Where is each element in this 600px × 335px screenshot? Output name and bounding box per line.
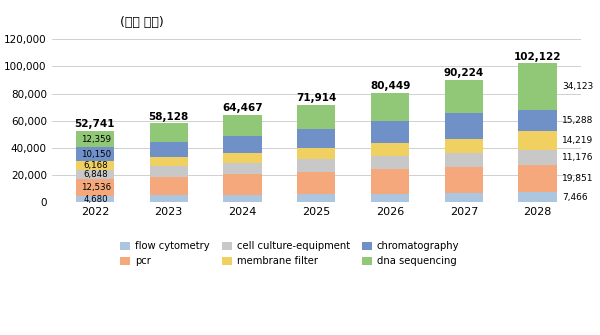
Bar [445,80,483,113]
Text: 58,128: 58,128 [149,112,189,122]
Bar [223,115,262,136]
Bar [149,166,188,177]
Bar [223,195,262,202]
Bar [371,143,409,156]
Bar [149,195,188,202]
Bar [223,153,262,163]
Legend: flow cytometry, pcr, cell culture-equipment, membrane filter, chromatography, dn: flow cytometry, pcr, cell culture-equipm… [120,241,460,266]
Text: 6,848: 6,848 [83,170,108,179]
Text: 15,288: 15,288 [562,116,593,125]
Bar [76,170,114,179]
Bar [445,139,483,152]
Bar [445,152,483,167]
Text: 12,536: 12,536 [80,183,110,192]
Bar [445,113,483,139]
Bar [76,196,114,202]
Bar [149,142,188,157]
Bar [76,147,114,161]
Text: 80,449: 80,449 [370,81,410,91]
Bar [76,131,114,147]
Bar [371,169,409,194]
Bar [297,105,335,129]
Text: 12,359: 12,359 [80,135,110,143]
Bar [297,194,335,202]
Bar [297,159,335,172]
Bar [223,174,262,195]
Bar [371,194,409,202]
Text: 71,914: 71,914 [296,93,337,103]
Bar [445,167,483,193]
Bar [149,157,188,166]
Text: 90,224: 90,224 [444,68,484,78]
Bar [518,110,557,131]
Text: 7,466: 7,466 [562,193,587,202]
Bar [76,179,114,196]
Text: 102,122: 102,122 [514,52,562,62]
Bar [371,93,409,121]
Bar [149,123,188,142]
Text: (백만 달러): (백만 달러) [121,16,164,29]
Text: 11,176: 11,176 [562,153,593,162]
Bar [223,136,262,153]
Bar [149,177,188,195]
Bar [297,129,335,148]
Text: 19,851: 19,851 [562,174,593,183]
Text: 52,741: 52,741 [74,119,115,129]
Bar [297,148,335,159]
Bar [518,150,557,165]
Bar [223,163,262,174]
Bar [76,161,114,170]
Text: 34,123: 34,123 [562,82,593,91]
Bar [371,121,409,143]
Bar [297,172,335,194]
Bar [371,156,409,169]
Bar [518,165,557,192]
Text: 6,168: 6,168 [83,161,108,170]
Text: 14,219: 14,219 [562,136,593,145]
Bar [518,192,557,202]
Bar [518,131,557,150]
Bar [518,64,557,110]
Text: 4,680: 4,680 [83,195,108,204]
Bar [445,193,483,202]
Text: 10,150: 10,150 [80,150,110,159]
Text: 64,467: 64,467 [222,103,263,113]
